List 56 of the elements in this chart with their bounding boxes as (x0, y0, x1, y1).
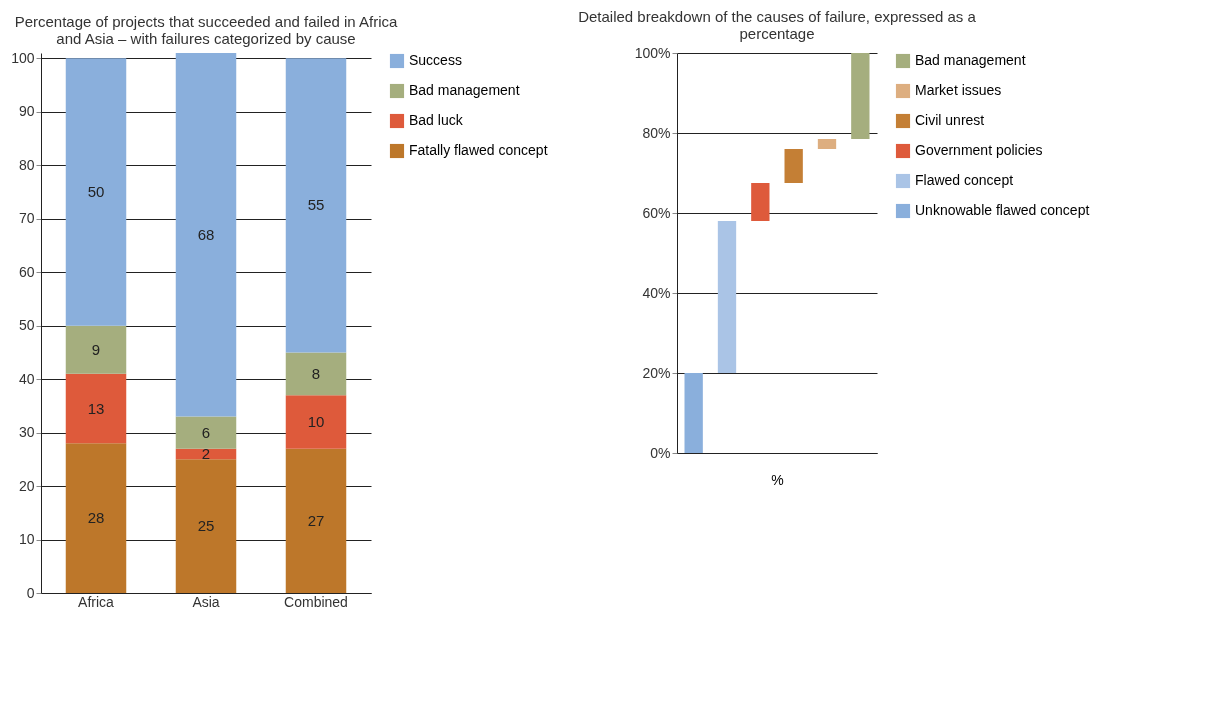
legend-label: Flawed concept (915, 172, 1014, 188)
data-label: 55 (307, 196, 325, 214)
bar (285, 352, 347, 396)
y-tick-label: 20 (18, 477, 35, 494)
y-tick-label: 90 (18, 103, 35, 120)
y-tick-label: 80% (642, 124, 671, 141)
data-label: 50 (87, 183, 105, 201)
y-tick-label: 30 (18, 424, 35, 441)
y-tick-label: 80 (18, 156, 35, 173)
y-tick-label: 0 (26, 584, 35, 601)
chart-title: Percentage of projects that succeeded and failed in Africa and Asia – with failures categorized by cause (14, 13, 399, 48)
bar (285, 58, 347, 353)
bar (175, 459, 237, 593)
y-tick-label: 100% (634, 44, 671, 61)
legend-label: Civil unrest (915, 112, 985, 128)
data-label: 10 (307, 412, 325, 430)
y-tick-label: 70 (18, 210, 35, 227)
bar (65, 443, 127, 593)
legend-label: Success (409, 52, 462, 68)
chart-title: Detailed breakdown of the causes of failure, expressed as a percentage (578, 8, 977, 42)
bar (175, 416, 237, 449)
bar (175, 53, 237, 417)
data-label: 6 (201, 423, 211, 441)
bar (285, 448, 347, 593)
legend-label: Government policies (915, 142, 1043, 158)
data-label: 28 (87, 509, 105, 527)
data-label: 68 (197, 225, 215, 243)
bar (65, 373, 127, 444)
bar (65, 58, 127, 326)
legend-label: Bad luck (409, 112, 464, 128)
y-tick-label: 0% (650, 444, 671, 461)
x-axis-title: % (771, 471, 784, 488)
data-label: 27 (307, 511, 325, 529)
y-tick-label: 40% (642, 284, 671, 301)
legend-label: Bad management (915, 52, 1026, 68)
data-label: 13 (87, 399, 105, 417)
data-label: 2 (201, 444, 211, 462)
data-label: 9 (91, 340, 101, 358)
data-label: 8 (311, 364, 321, 382)
legend-label: Market issues (915, 82, 1002, 98)
y-tick-label: 60% (642, 204, 671, 221)
y-tick-label: 20% (642, 364, 671, 381)
y-tick-label: 60 (18, 263, 35, 280)
x-tick-label: Combined (284, 593, 348, 610)
x-tick-label: Africa (78, 593, 115, 610)
legend-label: Bad management (409, 82, 520, 98)
y-tick-label: 50 (18, 317, 35, 334)
legend-label: Unknowable flawed concept (915, 202, 1090, 218)
y-tick-label: 40 (18, 370, 35, 387)
x-tick-label: Asia (192, 593, 220, 610)
legend-label: Fatally flawed concept (409, 142, 548, 158)
y-tick-label: 10 (18, 531, 35, 548)
data-label: 25 (197, 517, 215, 535)
bar (285, 395, 347, 449)
bar (65, 325, 127, 374)
y-tick-label: 100 (11, 49, 35, 66)
